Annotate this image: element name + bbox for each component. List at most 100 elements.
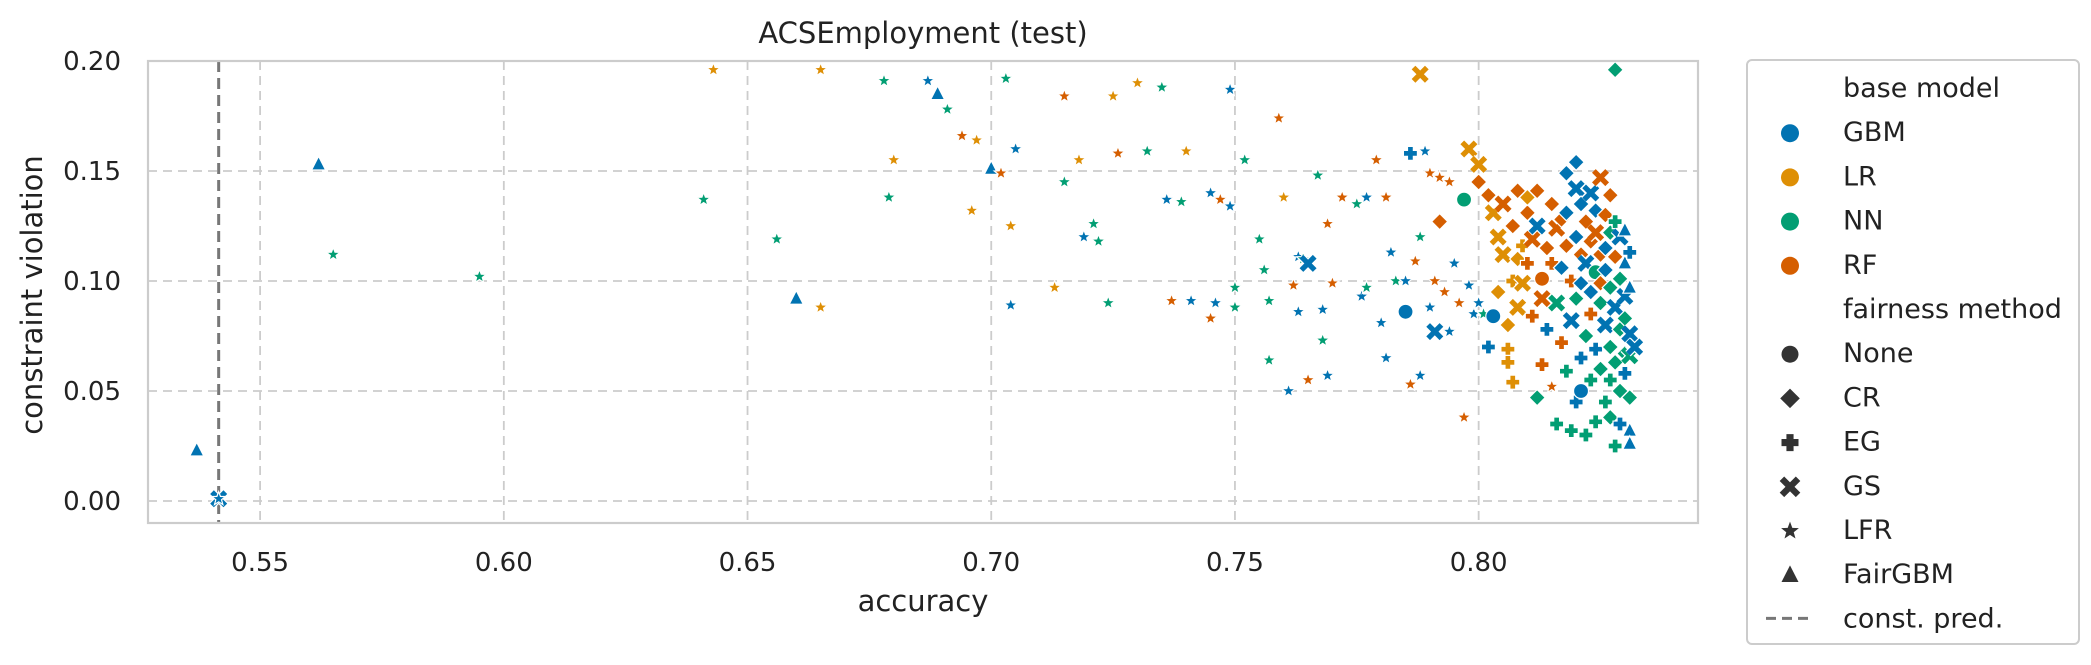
data-point (1314, 300, 1332, 317)
data-point (1314, 331, 1332, 348)
legend-marker-lfr-icon (1781, 521, 1799, 539)
data-point (968, 131, 986, 148)
data-point (1353, 287, 1371, 304)
legend-label-rf: RF (1843, 250, 1877, 281)
data-point (1436, 283, 1453, 300)
data-point (1572, 274, 1590, 293)
legend-label-gs: GS (1843, 471, 1881, 502)
data-point (1479, 186, 1498, 205)
data-point (1421, 298, 1439, 315)
legend-label-cr: CR (1843, 382, 1881, 413)
data-point (1298, 254, 1318, 273)
legend-label-gbm: GBM (1843, 117, 1906, 148)
data-point (1299, 371, 1317, 388)
data-point (1488, 227, 1508, 247)
data-point (1568, 394, 1584, 410)
data-point (1348, 195, 1366, 212)
data-point (1621, 434, 1638, 450)
data-point (1430, 212, 1449, 231)
data-point (324, 245, 342, 262)
data-point (1221, 80, 1239, 97)
data-point (1158, 190, 1176, 207)
data-point (1202, 184, 1220, 201)
data-point (1543, 377, 1561, 394)
legend-label-none: None (1843, 338, 1913, 369)
legend: base model GBM LR NN RF fairness method None CR… (1746, 59, 2080, 645)
data-point (1519, 255, 1535, 271)
data-point (1588, 341, 1604, 357)
data-point (1607, 214, 1623, 230)
data-point (1002, 296, 1020, 313)
y-tick-label: 0.20 (63, 47, 121, 77)
data-point (1563, 423, 1579, 439)
data-point (1542, 195, 1561, 213)
data-point (1596, 261, 1615, 279)
data-point (1397, 272, 1414, 289)
data-point (963, 201, 981, 218)
data-point (788, 289, 805, 305)
data-point (1177, 142, 1195, 159)
data-point (1275, 188, 1293, 205)
data-point (1046, 278, 1064, 295)
data-point (1260, 351, 1278, 368)
data-point (1207, 294, 1224, 311)
data-point (695, 190, 713, 207)
data-point (1583, 372, 1599, 388)
data-point (1558, 363, 1574, 379)
plot-frame (146, 59, 1700, 525)
data-point (1611, 269, 1629, 288)
legend-marker-none-icon (1781, 345, 1799, 363)
data-point (1099, 294, 1117, 311)
data-point (1109, 144, 1127, 161)
data-point (1539, 321, 1555, 337)
data-point (1601, 278, 1620, 297)
data-point (1426, 272, 1444, 289)
data-point (1544, 255, 1560, 271)
data-point (1547, 293, 1567, 313)
chart-title: ACSEmployment (test) (758, 16, 1087, 50)
data-point (1601, 186, 1620, 205)
data-point (1557, 236, 1576, 255)
x-tick-label: 0.70 (962, 548, 1020, 578)
data-point (1576, 327, 1595, 345)
legend-label-const-pred: const. pred. (1843, 603, 2003, 634)
data-point (188, 441, 205, 457)
data-point (1280, 382, 1298, 399)
y-axis-label: constraint violation (15, 155, 49, 435)
data-point (1620, 324, 1640, 344)
data-point (1581, 183, 1601, 203)
data-point (1513, 273, 1532, 293)
data-point (1616, 254, 1633, 270)
x-tick-label: 0.55 (231, 548, 289, 578)
data-point (1528, 388, 1547, 407)
data-point (1518, 203, 1537, 222)
legend-marker-fairgbm-icon (1781, 565, 1799, 582)
data-point (1573, 350, 1589, 366)
data-point (1236, 151, 1254, 168)
data-point (1534, 357, 1550, 373)
data-point (1250, 230, 1268, 247)
data-point (992, 164, 1010, 181)
data-point (1617, 365, 1633, 381)
data-point (1601, 408, 1620, 427)
data-point (1440, 322, 1458, 339)
data-point (1527, 216, 1547, 236)
legend-marker-cr-icon (1780, 388, 1800, 409)
data-point (1493, 194, 1513, 214)
data-point (1104, 87, 1122, 104)
data-point (1421, 164, 1439, 181)
data-point (1411, 366, 1429, 383)
data-point (1470, 294, 1488, 311)
data-point (1572, 382, 1590, 400)
data-point (1410, 64, 1430, 84)
data-point (1485, 308, 1502, 325)
data-point (1493, 245, 1513, 264)
legend-marker-gbm (1781, 124, 1799, 143)
data-point (1533, 270, 1551, 287)
data-point (1367, 151, 1385, 168)
data-point (1528, 181, 1547, 200)
data-point (1508, 298, 1528, 317)
data-point (1508, 181, 1527, 200)
data-point (1557, 164, 1576, 183)
